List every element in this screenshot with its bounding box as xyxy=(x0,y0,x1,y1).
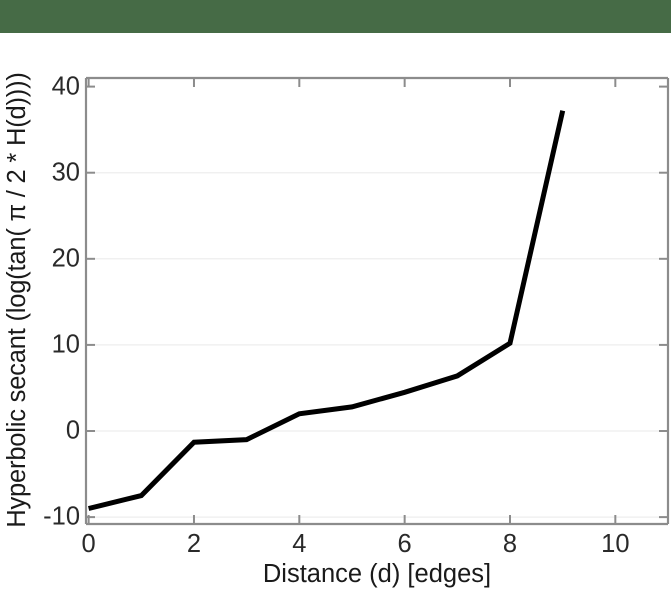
x-tick-label: 0 xyxy=(81,530,96,558)
y-tick-label: 40 xyxy=(51,72,80,101)
x-axis-tick-labels: 0 2 4 6 8 10 xyxy=(0,530,671,570)
axis-lines xyxy=(84,76,670,526)
x-axis-label: Distance (d) [edges] xyxy=(262,560,492,588)
x-tick-marks xyxy=(87,78,617,524)
y-tick-label: -10 xyxy=(43,502,80,531)
y-tick-label: 20 xyxy=(51,244,80,273)
data-series-line xyxy=(88,110,566,511)
y-tick-label: 10 xyxy=(51,330,80,359)
x-tick-label: 8 xyxy=(502,530,518,558)
y-tick-label: 30 xyxy=(51,158,80,187)
x-tick-label: 2 xyxy=(186,530,202,558)
y-tick-marks xyxy=(86,85,668,519)
x-tick-label: 10 xyxy=(601,530,630,558)
gridlines xyxy=(86,171,668,518)
y-tick-label: 0 xyxy=(65,416,80,445)
y-axis-tick-labels: -10 0 10 20 30 40 xyxy=(22,0,80,600)
x-tick-label: 6 xyxy=(397,530,412,558)
x-tick-label: 4 xyxy=(292,530,307,558)
top-green-band xyxy=(0,0,671,33)
